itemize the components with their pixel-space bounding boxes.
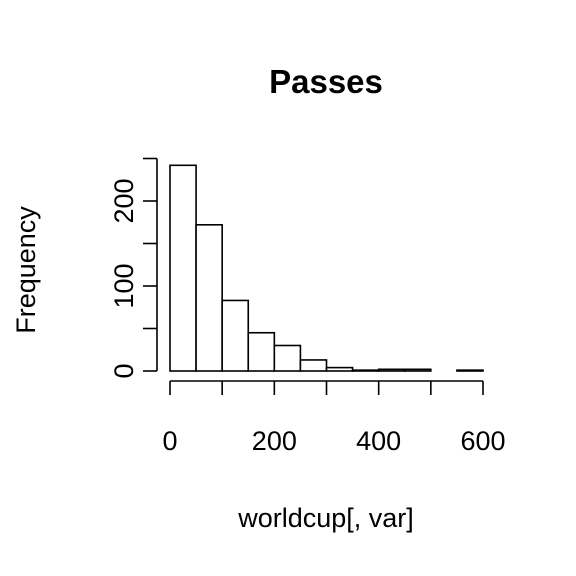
x-tick-label: 400 [356,426,401,456]
histogram-bar-7 [351,369,380,372]
y-tick-label: 0 [109,363,139,378]
histogram-bar-0 [169,164,197,372]
histogram-bar-8 [377,368,406,372]
x-tick-label: 200 [252,426,297,456]
histogram-bar-3 [247,331,276,372]
x-tick-label: 0 [162,426,177,456]
histogram-bar-6 [325,366,354,372]
chart-title: Passes [269,63,383,100]
y-axis: 0 100 200 [109,157,158,379]
y-tick-label: 200 [109,178,139,223]
histogram-bar-5 [299,359,328,372]
histogram-bar-1 [195,224,223,372]
y-axis-label: Frequency [11,206,41,334]
histogram-bars [169,164,484,372]
x-axis: 0 200 400 600 [162,380,506,456]
histogram-bar-4 [273,344,302,372]
histogram-bar-2 [221,299,250,372]
x-axis-label: worldcup[, var] [237,503,414,533]
y-tick-label: 100 [109,263,139,308]
histogram-bar-9 [403,368,432,372]
x-tick-label: 600 [460,426,505,456]
histogram-bar-11 [456,369,484,372]
